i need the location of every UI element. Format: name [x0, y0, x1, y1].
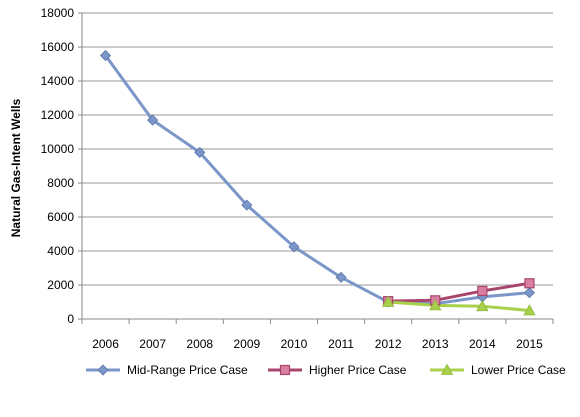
- x-tick-label: 2011: [328, 337, 354, 351]
- series-line-2: [388, 300, 530, 312]
- y-tick-label: 14000: [41, 74, 75, 88]
- x-tick-label: 2010: [281, 337, 308, 351]
- series-0-point: [99, 49, 112, 62]
- series-0-point: [241, 199, 253, 211]
- y-axis-label: Natural Gas-Intent Wells: [9, 98, 23, 237]
- series-line-0: [104, 54, 530, 306]
- legend-label: Lower Price Case: [471, 363, 566, 377]
- y-tick-label: 12000: [41, 108, 75, 122]
- series-0-point: [147, 114, 159, 126]
- y-tick-label: 6000: [47, 210, 74, 224]
- series-0-point: [523, 287, 536, 299]
- x-tick-label: 2006: [92, 337, 119, 351]
- series-1-point: [477, 285, 488, 297]
- series-line-1: [388, 281, 530, 303]
- y-tick-label: 0: [67, 312, 74, 326]
- legend-swatch-marker: [440, 363, 454, 375]
- legend: Mid-Range Price Case Higher Price Case Low…: [86, 363, 566, 377]
- series-1-point: [524, 278, 535, 289]
- legend-swatch-marker: [97, 364, 109, 376]
- y-tick-label: 16000: [41, 40, 75, 54]
- legend-item: Lower Price Case: [430, 363, 566, 377]
- y-tick-label: 10000: [41, 142, 75, 156]
- legend-item: Higher Price Case: [268, 363, 407, 377]
- x-tick-label: 2015: [516, 337, 543, 351]
- y-tick-label: 2000: [47, 278, 74, 292]
- x-tick-label: 2009: [233, 337, 260, 351]
- x-tick-label: 2012: [375, 337, 402, 351]
- markers: [99, 49, 536, 316]
- series-2-point: [476, 299, 489, 312]
- series-0-point: [288, 241, 300, 253]
- legend-swatch-marker: [279, 364, 291, 376]
- series-2-point: [523, 304, 536, 316]
- y-tick-label: 8000: [47, 176, 74, 190]
- x-tick-label: 2008: [186, 337, 213, 351]
- x-tick-label: 2014: [469, 337, 496, 351]
- x-tick-label: 2007: [139, 337, 166, 351]
- legend-label: Higher Price Case: [309, 363, 407, 377]
- series-group: [99, 49, 536, 316]
- legend-item: Mid-Range Price Case: [86, 363, 248, 377]
- grid-lines: [81, 12, 553, 320]
- legend-label: Mid-Range Price Case: [127, 363, 248, 377]
- y-tick-label: 4000: [47, 244, 74, 258]
- series-0-point: [194, 146, 206, 158]
- series-2-point: [429, 299, 442, 311]
- series-2-point: [381, 295, 395, 307]
- y-axis-ticks: 0 2000 4000 6000 8000 10000 12000 14000 16000 180…: [41, 6, 82, 326]
- series-0-point: [335, 271, 347, 283]
- x-axis-ticks: 2006 2007 2008 2009 2010 2011 2012 2013 2014 2015: [81, 319, 554, 351]
- y-tick-label: 18000: [41, 6, 75, 20]
- x-tick-label: 2013: [422, 337, 449, 351]
